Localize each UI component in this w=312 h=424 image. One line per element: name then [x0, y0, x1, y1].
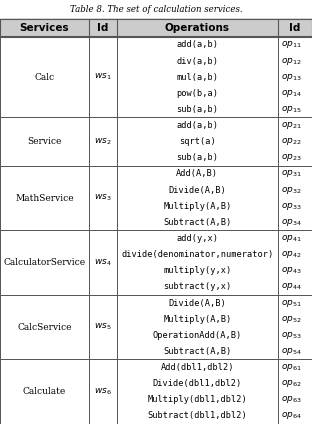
Text: $op_{14}$: $op_{14}$	[281, 88, 302, 99]
Text: mul(a,b): mul(a,b)	[176, 73, 218, 82]
Text: $op_{22}$: $op_{22}$	[281, 136, 302, 147]
Text: Calculate: Calculate	[23, 387, 66, 396]
Text: Multiply(A,B): Multiply(A,B)	[163, 315, 232, 324]
Text: Multiply(A,B): Multiply(A,B)	[163, 202, 232, 211]
Text: $op_{41}$: $op_{41}$	[281, 233, 302, 244]
Text: Operations: Operations	[165, 23, 230, 33]
Text: OperationAdd(A,B): OperationAdd(A,B)	[153, 331, 242, 340]
Text: Services: Services	[20, 23, 69, 33]
Text: $ws_{4}$: $ws_{4}$	[94, 257, 112, 268]
Text: $ws_{1}$: $ws_{1}$	[94, 72, 112, 82]
Text: $op_{64}$: $op_{64}$	[281, 410, 302, 421]
Text: $op_{15}$: $op_{15}$	[281, 104, 302, 115]
Text: Subtract(dbl1,dbl2): Subtract(dbl1,dbl2)	[148, 411, 247, 421]
Bar	[0, 19, 312, 37]
Text: sqrt(a): sqrt(a)	[179, 137, 216, 146]
Text: $op_{52}$: $op_{52}$	[281, 314, 302, 325]
Bar	[0, 117, 312, 166]
Text: Add(dbl1,dbl2): Add(dbl1,dbl2)	[161, 363, 234, 372]
Text: $op_{13}$: $op_{13}$	[281, 72, 302, 83]
Text: $ws_{3}$: $ws_{3}$	[94, 193, 112, 204]
Text: add(y,x): add(y,x)	[176, 234, 218, 243]
Text: Calc: Calc	[34, 73, 55, 82]
Bar	[0, 37, 312, 117]
Text: $op_{11}$: $op_{11}$	[281, 39, 302, 50]
Text: divide(denominator,numerator): divide(denominator,numerator)	[121, 250, 273, 259]
Text: Add(A,B): Add(A,B)	[176, 170, 218, 179]
Text: Subtract(A,B): Subtract(A,B)	[163, 218, 232, 227]
Bar	[0, 295, 312, 360]
Text: add(a,b): add(a,b)	[176, 121, 218, 130]
Text: multiply(y,x): multiply(y,x)	[163, 266, 232, 275]
Bar	[0, 230, 312, 295]
Text: add(a,b): add(a,b)	[176, 40, 218, 49]
Text: $op_{23}$: $op_{23}$	[281, 152, 302, 163]
Text: $op_{62}$: $op_{62}$	[281, 378, 302, 389]
Text: $op_{31}$: $op_{31}$	[281, 168, 302, 179]
Text: $op_{33}$: $op_{33}$	[281, 201, 302, 212]
Bar	[0, 166, 312, 230]
Text: Service: Service	[27, 137, 62, 146]
Text: $ws_{5}$: $ws_{5}$	[94, 322, 112, 332]
Text: MathService: MathService	[15, 194, 74, 203]
Text: $op_{42}$: $op_{42}$	[281, 249, 302, 260]
Text: $op_{54}$: $op_{54}$	[281, 346, 302, 357]
Text: $op_{12}$: $op_{12}$	[281, 56, 302, 67]
Text: pow(b,a): pow(b,a)	[176, 89, 218, 98]
Text: Divide(A,B): Divide(A,B)	[168, 298, 226, 307]
Text: $op_{43}$: $op_{43}$	[281, 265, 302, 276]
Text: $op_{63}$: $op_{63}$	[281, 394, 302, 405]
Text: div(a,b): div(a,b)	[176, 56, 218, 66]
Text: Subtract(A,B): Subtract(A,B)	[163, 347, 232, 356]
Text: Divide(A,B): Divide(A,B)	[168, 186, 226, 195]
Text: Table 8. The set of calculation services.: Table 8. The set of calculation services…	[70, 5, 242, 14]
Text: sub(a,b): sub(a,b)	[176, 105, 218, 114]
Text: $op_{53}$: $op_{53}$	[281, 330, 302, 341]
Bar	[0, 360, 312, 424]
Text: Id: Id	[289, 23, 300, 33]
Text: $ws_{2}$: $ws_{2}$	[94, 137, 112, 147]
Text: $op_{44}$: $op_{44}$	[281, 282, 302, 293]
Text: subtract(y,x): subtract(y,x)	[163, 282, 232, 291]
Text: Multiply(dbl1,dbl2): Multiply(dbl1,dbl2)	[148, 395, 247, 404]
Text: CalculatorService: CalculatorService	[3, 258, 85, 267]
Text: $op_{21}$: $op_{21}$	[281, 120, 302, 131]
Text: Id: Id	[97, 23, 109, 33]
Text: $ws_{6}$: $ws_{6}$	[94, 387, 112, 397]
Text: $op_{34}$: $op_{34}$	[281, 217, 302, 228]
Text: sub(a,b): sub(a,b)	[176, 153, 218, 162]
Text: Divide(dbl1,dbl2): Divide(dbl1,dbl2)	[153, 379, 242, 388]
Text: $op_{61}$: $op_{61}$	[281, 362, 302, 373]
Text: $op_{51}$: $op_{51}$	[281, 298, 302, 309]
Text: CalcService: CalcService	[17, 323, 72, 332]
Text: $op_{32}$: $op_{32}$	[281, 184, 302, 195]
